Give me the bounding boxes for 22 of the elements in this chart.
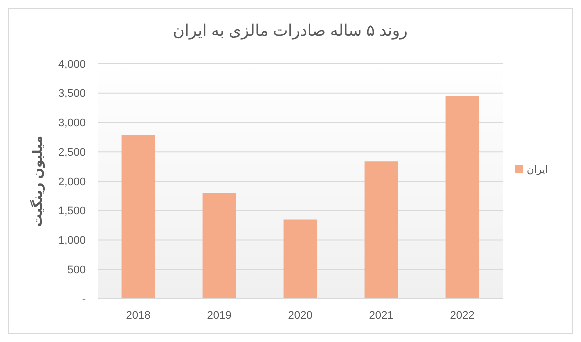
bar [284, 220, 318, 300]
x-tick-label: 2020 [288, 310, 313, 322]
legend-label: ایران [527, 165, 548, 176]
bar [446, 96, 480, 300]
y-tick-label: 2,000 [58, 176, 86, 188]
x-tick-label: 2018 [126, 310, 151, 322]
x-tick-label: 2021 [369, 310, 394, 322]
y-tick-label: 4,000 [58, 58, 86, 71]
chart-title: روند ۵ ساله صادرات مالزی به ایران [173, 23, 408, 40]
y-tick-label: 3,000 [58, 118, 86, 130]
bar [364, 162, 398, 300]
x-tick-label: 2019 [207, 310, 232, 322]
y-tick-label: 2,500 [58, 146, 86, 159]
y-tick-label: 500 [68, 264, 86, 276]
y-tick-label: 1,000 [58, 235, 86, 248]
x-tick-label: 2022 [450, 310, 475, 322]
y-axis-title: میلیون رینگیت [30, 136, 46, 228]
bar [122, 135, 156, 300]
bar [202, 193, 236, 300]
y-tick-label: 3,500 [58, 88, 86, 100]
y-tick-label: 1,500 [58, 206, 86, 218]
y-tick-label: - [82, 294, 86, 306]
